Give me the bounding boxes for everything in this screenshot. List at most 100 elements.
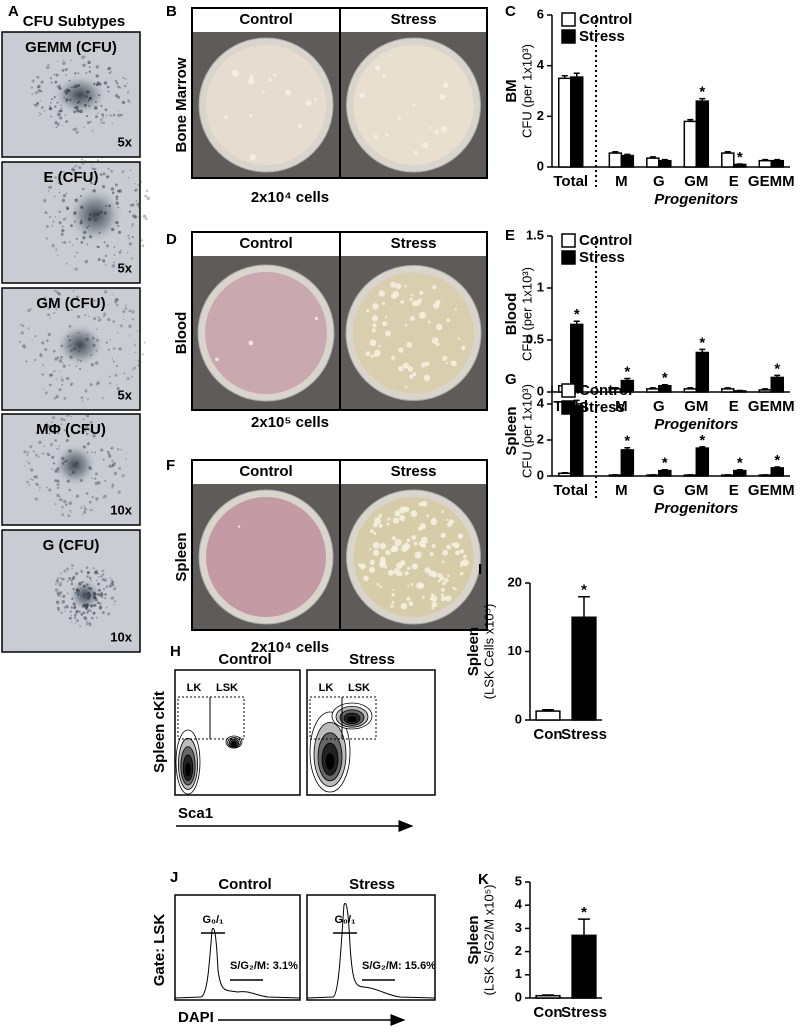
colony-dot <box>34 334 37 338</box>
colony-dot <box>100 104 103 107</box>
colony-dot <box>92 299 96 302</box>
colony-dot <box>63 171 65 173</box>
colony-dot <box>28 483 31 486</box>
colony-dot <box>97 245 100 249</box>
column-label: Stress <box>349 651 395 668</box>
colony-dot <box>86 611 89 614</box>
error-bar <box>612 387 619 389</box>
colony-dot <box>61 600 66 604</box>
colony-dot <box>83 103 87 107</box>
colony-dot <box>52 220 55 223</box>
error-bar <box>774 374 781 378</box>
colony-dot <box>70 511 73 513</box>
colony-dot <box>77 592 80 594</box>
row-label: Blood <box>173 312 190 355</box>
colony-dot <box>83 55 86 58</box>
colony-dot <box>134 216 137 218</box>
colony-dot <box>88 105 91 107</box>
colony-dot <box>31 339 33 341</box>
colony <box>410 582 414 586</box>
colony-dot <box>50 115 53 118</box>
colony-dot <box>76 461 79 465</box>
colony-dot <box>52 462 55 464</box>
x-tick-label: GM <box>684 173 708 190</box>
colony-dot <box>35 453 38 457</box>
bar <box>571 616 597 721</box>
colony-dot <box>68 617 71 620</box>
colony-dot <box>108 382 112 385</box>
colony-dot <box>94 115 98 119</box>
colony-dot <box>86 415 90 418</box>
significance-mark: * <box>737 455 743 472</box>
x-tick-label: GEMM <box>748 482 795 499</box>
colony-dot <box>55 121 58 124</box>
colony-dot <box>65 192 68 195</box>
colony-dot <box>86 121 90 125</box>
bar <box>557 472 572 477</box>
colony-dot <box>94 361 99 365</box>
plate-medium <box>205 272 327 394</box>
colony-dot <box>81 400 84 403</box>
colony-dot <box>65 98 69 102</box>
error-bar <box>736 163 743 165</box>
colony-dot <box>75 164 78 167</box>
colony-dot <box>86 571 90 575</box>
colony-dot <box>95 616 98 619</box>
colony-dot <box>98 231 101 234</box>
colony-dot <box>25 360 28 363</box>
colony-dot <box>55 73 59 77</box>
colony-dot <box>45 212 48 215</box>
colony-dot <box>54 289 57 293</box>
colony-dot <box>50 81 53 84</box>
panel-letter: J <box>170 869 178 886</box>
x-tick-label: GEMM <box>748 398 795 415</box>
colony-dot <box>72 576 76 580</box>
gate <box>209 696 245 740</box>
colony-dot <box>64 114 66 116</box>
error-bar <box>661 468 668 471</box>
colony <box>393 568 400 575</box>
colony-dot <box>137 363 141 368</box>
colony-dot <box>117 230 122 234</box>
colony-dot <box>71 597 74 600</box>
colony-dot <box>111 357 114 360</box>
error-bar <box>649 156 656 159</box>
colony <box>370 354 375 358</box>
colony-dot <box>131 317 135 321</box>
colony-dot <box>102 496 104 499</box>
colony-dot <box>97 159 100 162</box>
colony-dot <box>54 582 57 586</box>
colony-dot <box>100 118 103 121</box>
colony <box>412 371 417 377</box>
colony-dot <box>88 623 92 627</box>
colony-dot <box>101 611 105 615</box>
colony <box>389 54 392 57</box>
colony-dot <box>60 577 63 580</box>
colony-dot <box>37 84 41 88</box>
y-tick-label: 2 <box>515 943 522 958</box>
colony <box>421 500 428 507</box>
bar <box>569 405 584 477</box>
colony-dot <box>113 471 118 476</box>
colony-dot <box>42 364 44 367</box>
error-bar <box>542 994 554 996</box>
colony-dot <box>111 459 114 462</box>
colony-dot <box>108 71 111 75</box>
legend-label: Stress <box>579 399 625 416</box>
colony-dot <box>60 378 64 382</box>
colony-dot <box>84 430 87 433</box>
colony-dot <box>139 361 142 364</box>
colony-dot <box>95 497 99 501</box>
colony-dot <box>131 257 134 260</box>
colony-dot <box>88 66 91 69</box>
colony-dot <box>112 360 116 363</box>
y-axis-label: CFU (per 1x10³) <box>519 44 534 138</box>
error-bar <box>578 918 590 936</box>
colony-dot <box>104 264 107 266</box>
colony-dot <box>134 183 136 185</box>
y-tick-label: 6 <box>537 6 544 21</box>
colony <box>372 541 380 549</box>
colony-dot <box>106 606 108 609</box>
colony-dot <box>60 344 64 348</box>
colony-dot <box>120 324 123 328</box>
